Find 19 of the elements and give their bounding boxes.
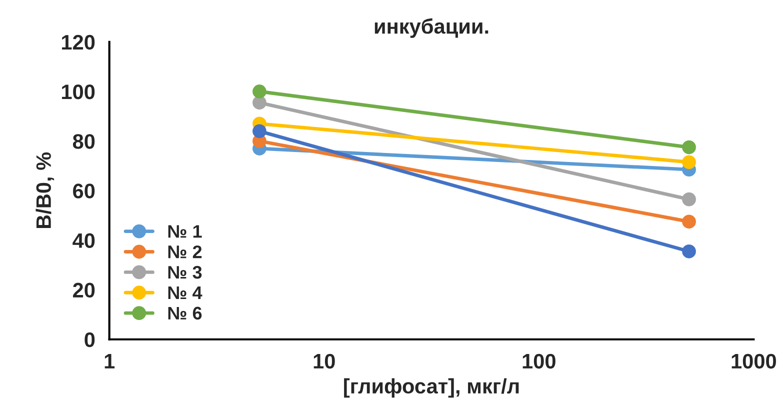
x-axis-title: [глифосат], мкг/л	[344, 378, 519, 398]
legend-label: № 4	[168, 286, 202, 299]
legend-label: № 1	[168, 225, 202, 238]
chart-title: инкубации.	[374, 18, 488, 38]
legend-label: № 3	[168, 266, 202, 279]
y-tick-label: 60	[73, 184, 95, 198]
x-tick-label: 100	[522, 354, 556, 369]
y-axis-title: B/B0, %	[36, 152, 54, 228]
y-tick-label: 20	[73, 282, 95, 298]
y-tick-label: 100	[62, 84, 95, 100]
x-tick-label: 1	[104, 354, 115, 368]
x-tick-label: 1000	[732, 354, 776, 369]
y-tick-label: 80	[72, 134, 95, 149]
y-tick-label: 0	[84, 332, 95, 348]
legend-label: № 2	[168, 245, 202, 258]
x-tick-label: 10	[314, 354, 335, 369]
y-tick-label: 120	[62, 34, 95, 50]
y-tick-label: 40	[72, 233, 95, 248]
legend-label: № 6	[168, 306, 202, 320]
